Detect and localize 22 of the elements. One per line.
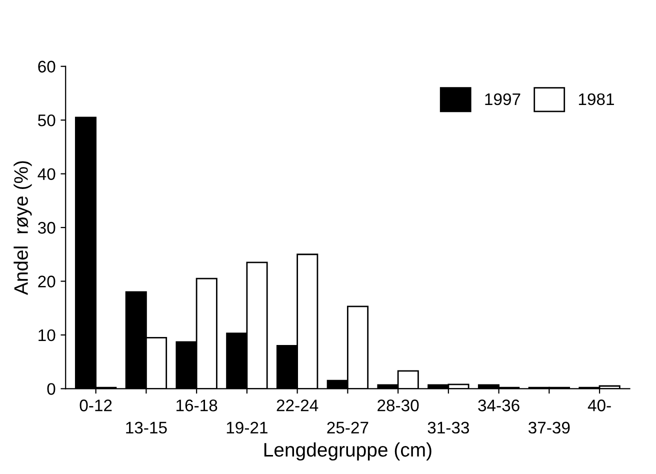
x-tick-label: 28-30 <box>378 400 419 412</box>
y-tick-label: 0 <box>47 383 56 395</box>
legend-label: 1997 <box>485 93 520 106</box>
y-tick-label: 10 <box>38 329 56 342</box>
y-tick-label: 20 <box>38 276 56 288</box>
y-tick-label: 40 <box>38 168 56 180</box>
y-axis-title: Andel røye (%) <box>14 161 32 296</box>
x-tick-label: 25-27 <box>327 422 368 434</box>
x-tick-label: 13-15 <box>126 422 167 434</box>
x-tick-label: 37-39 <box>528 422 570 434</box>
y-tick-label: 60 <box>38 60 56 73</box>
x-tick-label: 40- <box>588 400 611 412</box>
legend-label: 1981 <box>578 93 614 106</box>
x-tick-label: 31-33 <box>428 422 470 434</box>
x-tick-label: 19-21 <box>226 422 268 434</box>
x-tick-label: 34-36 <box>478 400 520 412</box>
x-axis-title: Lengdegruppe (cm) <box>264 442 432 461</box>
y-tick-label: 50 <box>38 114 56 126</box>
x-tick-label: 16-18 <box>176 400 218 412</box>
x-tick-label: 22-24 <box>276 400 318 412</box>
y-tick-label: 30 <box>38 222 56 234</box>
x-tick-label: 0-12 <box>80 400 112 412</box>
